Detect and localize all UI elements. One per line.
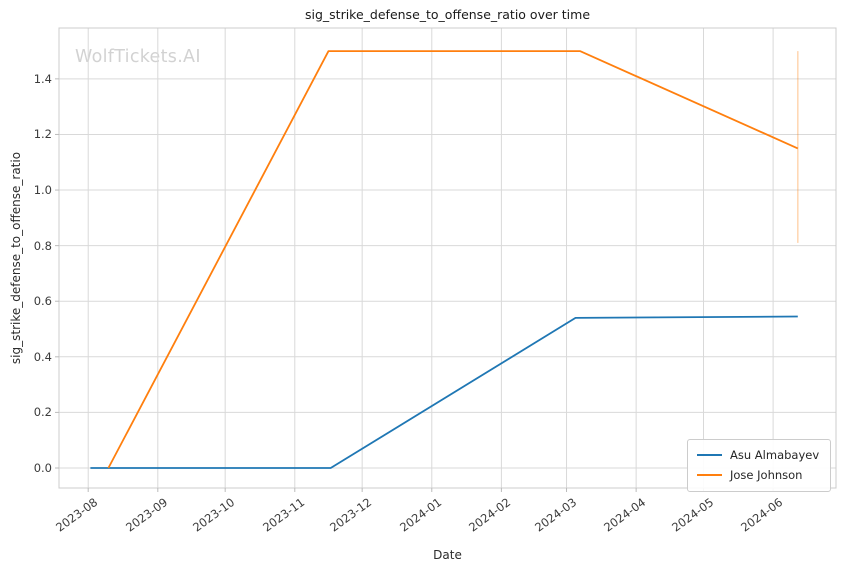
x-axis-label: Date xyxy=(433,548,462,562)
legend-swatch-jose-johnson xyxy=(697,474,722,476)
series-line xyxy=(90,315,798,469)
y-tick-label: 0.6 xyxy=(33,294,52,309)
watermark: WolfTickets.AI xyxy=(75,47,201,67)
y-tick-label: 1.2 xyxy=(33,127,52,142)
legend-label: Asu Almabayev xyxy=(730,448,820,462)
legend: Asu Almabayev Jose Johnson xyxy=(687,439,831,492)
legend-label: Jose Johnson xyxy=(730,468,803,482)
plot-spines xyxy=(58,27,837,489)
legend-item: Asu Almabayev xyxy=(697,445,821,465)
y-tick-label: 0.4 xyxy=(33,349,52,364)
series-line xyxy=(107,50,799,469)
legend-item: Jose Johnson xyxy=(697,465,821,485)
y-tick-label: 1.4 xyxy=(33,71,52,86)
legend-swatch-asu-almabayev xyxy=(697,454,722,456)
y-tick-label: 0.8 xyxy=(33,238,52,253)
y-tick-label: 0.0 xyxy=(33,460,52,475)
chart-title: sig_strike_defense_to_offense_ratio over… xyxy=(304,7,591,22)
y-tick-label: 1.0 xyxy=(33,183,52,198)
y-tick-label: 0.2 xyxy=(33,405,52,420)
